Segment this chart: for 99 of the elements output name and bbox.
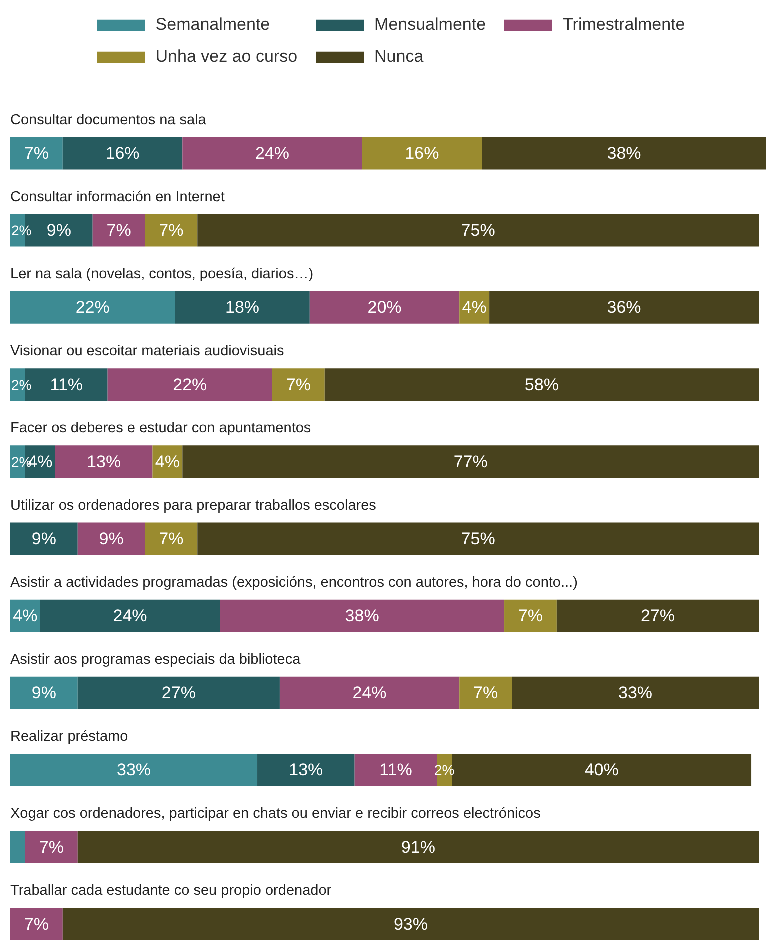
- bar: [10, 676, 78, 710]
- bar: [62, 908, 760, 941]
- data-label: 77%: [454, 452, 488, 472]
- data-label: 9%: [32, 529, 56, 548]
- data-label: 20%: [368, 298, 402, 318]
- bar: [556, 600, 760, 632]
- data-label: 38%: [345, 606, 380, 626]
- data-label: 16%: [405, 144, 440, 164]
- data-label: 18%: [226, 298, 260, 318]
- y-tick-label: Asistir aos programas especiais da biblioteca: [10, 652, 302, 668]
- bar: [460, 676, 512, 710]
- y-tick-label: Consultar información en Internet: [10, 189, 225, 206]
- data-label: 7%: [159, 221, 184, 240]
- data-label: 7%: [286, 375, 311, 394]
- bar: [198, 214, 760, 247]
- bar: [62, 137, 183, 170]
- y-tick-label: Xogar cos ordenadores, participar en chats ou enviar e recibir correos electrónicos: [10, 806, 541, 822]
- bar: [108, 368, 272, 401]
- data-label: 75%: [461, 529, 496, 548]
- data-label: 33%: [116, 760, 152, 780]
- data-label: 11%: [380, 760, 412, 780]
- data-label: 11%: [50, 375, 84, 394]
- data-label: 7%: [159, 529, 184, 548]
- bar: [10, 754, 258, 786]
- data-label: 4%: [462, 298, 487, 318]
- data-label: 27%: [640, 606, 675, 626]
- legend-label: Semanalmente: [156, 15, 270, 35]
- legend-label: Unha vez ao curso: [156, 47, 298, 67]
- y-tick-label: Ler na sala (novelas, contos, poesía, diarios…): [10, 266, 314, 283]
- bar: [10, 291, 176, 324]
- data-label: 7%: [39, 838, 64, 857]
- data-label: 13%: [87, 452, 122, 472]
- data-label: 2%: [12, 376, 32, 393]
- data-label: 24%: [352, 684, 387, 703]
- bar: [92, 214, 146, 247]
- bar: [10, 137, 63, 170]
- bar: [145, 522, 198, 556]
- bar: [324, 368, 760, 401]
- data-label: 16%: [106, 144, 140, 164]
- bar: [272, 368, 325, 401]
- data-label: 24%: [255, 144, 290, 164]
- bar: [78, 676, 280, 710]
- data-label: 7%: [474, 684, 498, 703]
- y-tick-label: Traballar cada estudante co seu propio ordenador: [10, 883, 332, 900]
- bar: [78, 522, 146, 556]
- data-label: 7%: [24, 914, 49, 934]
- y-tick-label: Consultar documentos na sala: [10, 112, 208, 128]
- data-label: 7%: [106, 221, 132, 240]
- y-tick-label: Facer os deberes e estudar con apuntamentos: [10, 420, 312, 437]
- data-label: 4%: [13, 606, 38, 626]
- bar: [55, 446, 153, 478]
- y-tick-label: Visionar ou escoitar materiais audiovisuais: [10, 344, 284, 360]
- bar: [78, 831, 760, 864]
- bar: [10, 831, 26, 864]
- bar: [280, 676, 460, 710]
- bar: [512, 676, 760, 710]
- data-label: 24%: [113, 606, 148, 626]
- data-label: 2%: [12, 222, 32, 239]
- data-label: 38%: [607, 144, 642, 164]
- bar: [198, 522, 760, 556]
- data-label: 36%: [607, 298, 642, 318]
- data-label: 58%: [524, 375, 559, 394]
- data-label: 2%: [434, 762, 455, 778]
- bar: [145, 214, 198, 247]
- data-label: 7%: [24, 144, 49, 164]
- y-tick-label: Realizar préstamo: [10, 729, 128, 746]
- data-label: 75%: [461, 221, 496, 240]
- data-label: 27%: [162, 684, 196, 703]
- bar: [490, 291, 760, 324]
- data-label: 9%: [46, 221, 72, 240]
- bar: [25, 831, 78, 864]
- y-tick-label: Utilizar os ordenadores para preparar traballos escolares: [10, 498, 376, 514]
- bar: [182, 137, 362, 170]
- data-label: 40%: [584, 760, 619, 780]
- data-label: 91%: [401, 838, 436, 857]
- bar: [10, 522, 78, 556]
- data-label: 13%: [289, 760, 324, 780]
- bar: [504, 600, 557, 632]
- data-label: 22%: [76, 298, 110, 318]
- data-label: 4%: [155, 452, 180, 472]
- y-tick-label: Asistir a actividades programadas (exposicións, encontros con autores, hora do conto...): [10, 574, 578, 591]
- data-label: 33%: [618, 684, 653, 703]
- data-label: 9%: [32, 684, 56, 703]
- legend-label: Trimestralmente: [563, 15, 686, 35]
- bar: [362, 137, 482, 170]
- data-label: 9%: [99, 529, 124, 548]
- bar: [40, 600, 220, 632]
- bar: [310, 291, 460, 324]
- legend-label: Mensualmente: [374, 15, 486, 35]
- bar: [10, 908, 63, 941]
- bar: [175, 291, 310, 324]
- legend-label: Nunca: [374, 47, 424, 67]
- data-label: 22%: [173, 375, 208, 394]
- data-label: 7%: [518, 606, 544, 626]
- bar: [258, 754, 355, 786]
- data-label: 93%: [394, 914, 428, 934]
- bar: [482, 137, 766, 170]
- bar: [182, 446, 760, 478]
- bar: [220, 600, 505, 632]
